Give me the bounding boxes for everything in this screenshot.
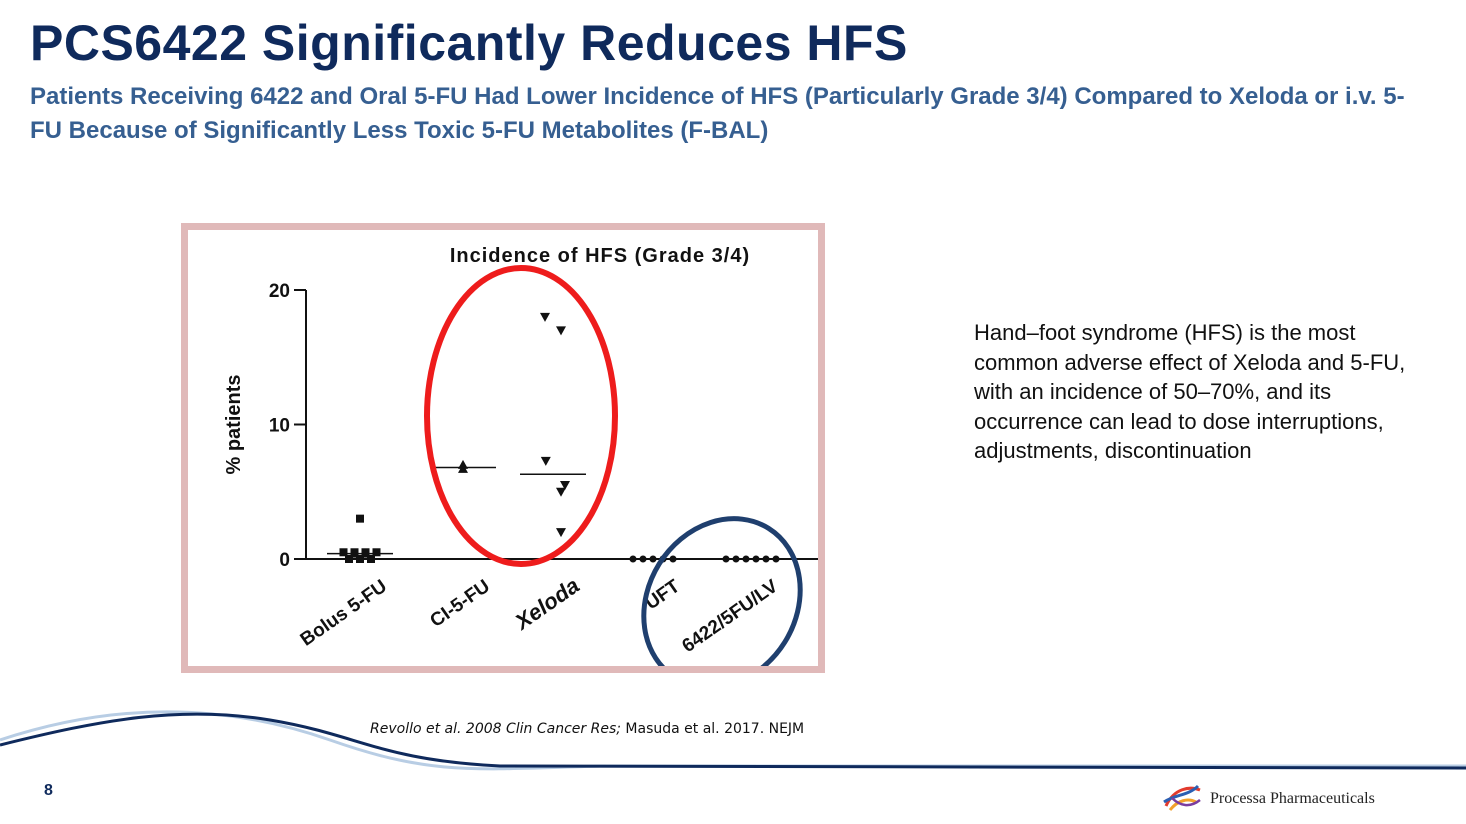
hfs-chart: Incidence of HFS (Grade 3/4) 0 10 20 % patie… bbox=[223, 245, 818, 666]
data-point bbox=[752, 555, 760, 563]
data-point bbox=[722, 555, 730, 563]
category-label: 6422/5FU/LV bbox=[678, 576, 782, 657]
citation-rest: Masuda et al. 2017. NEJM bbox=[620, 721, 805, 737]
page-number: 8 bbox=[44, 782, 53, 799]
data-point bbox=[772, 555, 780, 563]
category-label: Bolus 5-FU bbox=[297, 576, 391, 651]
highlight-ellipse-red bbox=[424, 265, 618, 567]
logo-text: Processa Pharmaceuticals bbox=[1210, 790, 1375, 807]
citation-italic: Revollo et al. 2008 Clin Cancer Res; bbox=[370, 721, 621, 737]
y-tick-label: 10 bbox=[269, 416, 290, 437]
data-point bbox=[540, 312, 550, 322]
y-tick-label: 0 bbox=[279, 550, 290, 571]
logo-icon bbox=[1163, 784, 1201, 811]
chart-frame: Incidence of HFS (Grade 3/4) 0 10 20 % patie… bbox=[181, 223, 825, 673]
data-point bbox=[540, 456, 551, 466]
data-point bbox=[350, 549, 359, 558]
highlight-ellipse-blue bbox=[641, 516, 803, 666]
data-point bbox=[367, 555, 375, 563]
y-tick-label: 20 bbox=[269, 281, 290, 302]
company-logo: Processa Pharmaceuticals bbox=[1160, 780, 1460, 816]
category-label: CI-5-FU bbox=[426, 576, 493, 632]
category-label: Xeloda bbox=[509, 573, 584, 636]
data-point bbox=[356, 514, 364, 523]
data-point bbox=[560, 481, 570, 491]
data-point bbox=[556, 487, 566, 497]
data-point bbox=[629, 555, 637, 563]
data-point bbox=[669, 555, 677, 563]
page-subtitle: Patients Receiving 6422 and Oral 5-FU Ha… bbox=[30, 83, 1405, 144]
citation: Revollo et al. 2008 Clin Cancer Res; Mas… bbox=[370, 721, 804, 737]
page-title: PCS6422 Significantly Reduces HFS bbox=[30, 15, 908, 71]
data-point bbox=[556, 528, 566, 538]
data-point bbox=[339, 548, 348, 557]
data-point bbox=[458, 463, 468, 473]
data-point bbox=[372, 548, 381, 557]
data-point bbox=[732, 555, 740, 563]
chart-title: Incidence of HFS (Grade 3/4) bbox=[450, 245, 750, 267]
data-point bbox=[356, 555, 364, 563]
data-point bbox=[649, 555, 657, 563]
data-point bbox=[556, 326, 566, 336]
data-point bbox=[639, 555, 647, 563]
data-point bbox=[361, 549, 370, 558]
data-point bbox=[742, 555, 750, 563]
data-point bbox=[345, 555, 353, 563]
data-point bbox=[762, 555, 770, 563]
hfs-description: Hand–foot syndrome (HFS) is the most com… bbox=[974, 320, 1406, 463]
y-axis-label: % patients bbox=[223, 374, 245, 474]
